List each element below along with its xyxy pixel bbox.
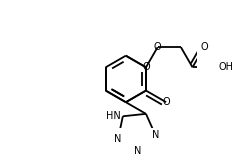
Text: HN: HN [106,111,120,121]
Text: N: N [152,130,159,140]
Text: OH: OH [218,62,233,72]
Text: N: N [114,134,122,144]
Text: O: O [200,42,208,52]
Text: O: O [154,42,161,52]
Text: O: O [142,62,150,72]
Text: O: O [162,97,170,107]
Text: N: N [135,146,142,154]
